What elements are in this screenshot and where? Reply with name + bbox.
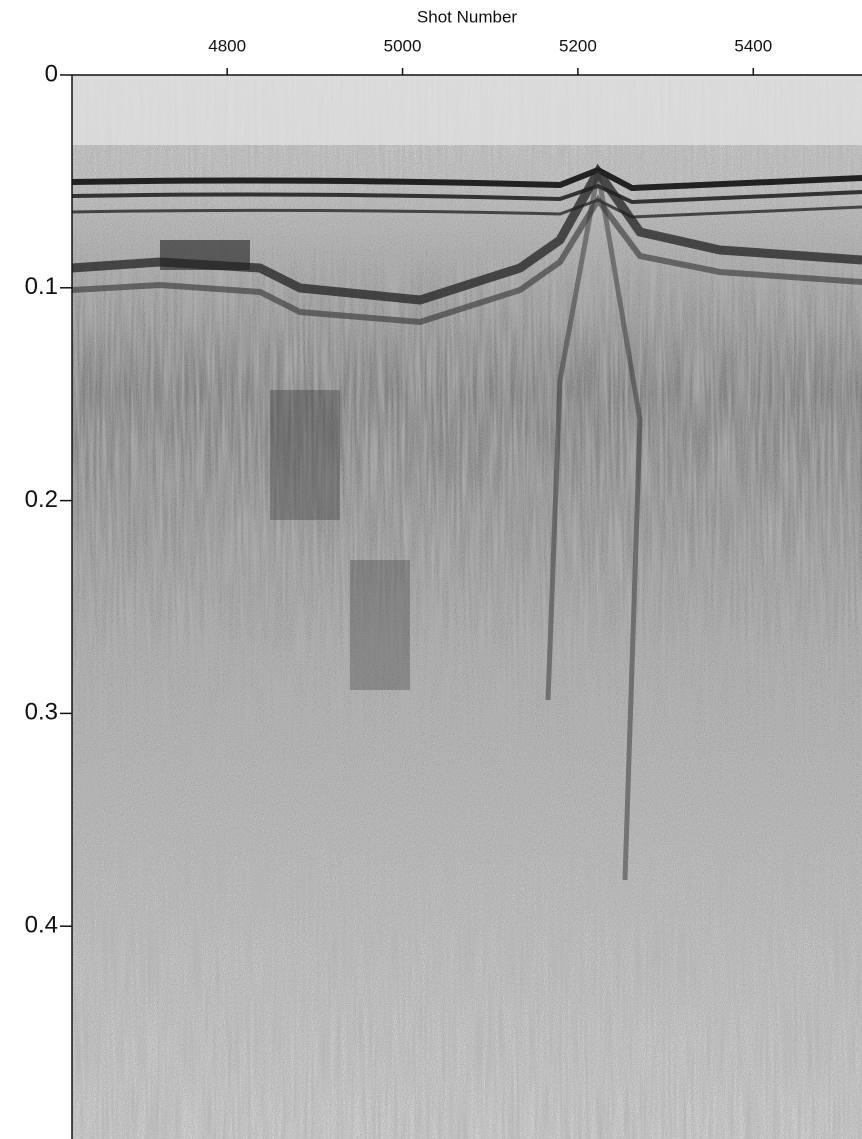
x-tick-label: 5200: [559, 36, 597, 55]
y-tick-label: 0: [45, 60, 58, 87]
x-axis-title: Shot Number: [417, 7, 517, 26]
chart: Shot Number 4800 5000 5200 5400 0 0.1 0.2 0.3 0.…: [0, 0, 862, 1139]
y-tick-label: 0.1: [25, 273, 58, 300]
seismic-section: [72, 75, 862, 1139]
y-tick-label: 0.2: [25, 486, 58, 513]
x-tick-label: 5000: [384, 36, 422, 55]
x-tick-label: 4800: [208, 36, 246, 55]
y-tick-label: 0.3: [25, 699, 58, 726]
x-tick-label: 5400: [734, 36, 772, 55]
y-tick-label: 0.4: [25, 912, 58, 939]
